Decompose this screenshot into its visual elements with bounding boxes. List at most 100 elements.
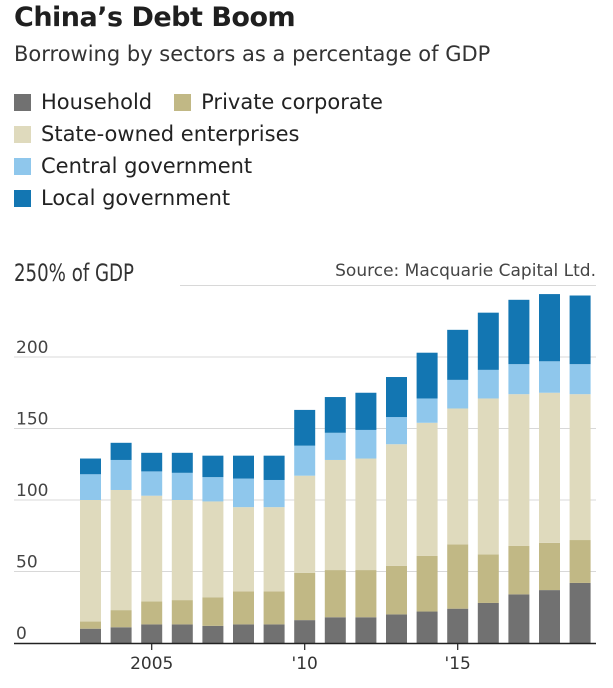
bar-segment-private-corporate-2009 xyxy=(263,591,285,625)
bar-segment-household-2014 xyxy=(416,611,438,643)
bar-segment-central-government-2008 xyxy=(233,478,254,508)
legend-label-private-corporate: Private corporate xyxy=(201,90,383,114)
bar-segment-central-government-2015 xyxy=(447,379,469,409)
bar-segment-central-government-2007 xyxy=(202,477,224,502)
chart-title: China’s Debt Boom xyxy=(14,2,296,33)
bar-segment-household-2009 xyxy=(263,624,285,643)
bar-segment-state-owned-enterprises-2006 xyxy=(171,500,193,601)
bar-segment-private-corporate-2012 xyxy=(355,570,377,618)
bar-segment-state-owned-enterprises-2008 xyxy=(233,507,254,592)
bar-segment-private-corporate-2015 xyxy=(447,544,469,609)
bar-segment-central-government-2005 xyxy=(141,471,163,496)
bar-segment-local-government-2006 xyxy=(171,452,193,473)
bar-segment-central-government-2006 xyxy=(171,472,193,500)
y-tick-label: 150 xyxy=(16,410,48,430)
x-tick-label: '15 xyxy=(445,654,471,674)
bar-segment-local-government-2014 xyxy=(416,352,438,399)
y-axis-label: 250% of GDP xyxy=(14,259,134,287)
bar-segment-private-corporate-2003 xyxy=(80,621,101,629)
bar-segment-central-government-2004 xyxy=(110,459,132,490)
bar-segment-local-government-2010 xyxy=(294,409,316,446)
bar-segment-central-government-2003 xyxy=(80,474,101,500)
bars xyxy=(80,294,591,643)
stacked-bar-chart: 250% of GDP Source: Macquarie Capital Lt… xyxy=(14,259,596,674)
bar-segment-central-government-2013 xyxy=(386,417,407,445)
bar-segment-household-2019 xyxy=(569,582,591,643)
bar-segment-state-owned-enterprises-2014 xyxy=(416,422,438,556)
bar-segment-household-2008 xyxy=(233,624,254,643)
bar-segment-household-2018 xyxy=(539,590,560,643)
bar-segment-private-corporate-2006 xyxy=(171,600,193,625)
legend-item-state-owned-enterprises: State-owned enterprises xyxy=(14,122,299,146)
bar-segment-state-owned-enterprises-2007 xyxy=(202,501,224,598)
bar-segment-private-corporate-2013 xyxy=(386,565,407,615)
legend-swatch-private-corporate xyxy=(174,93,192,111)
bar-segment-private-corporate-2016 xyxy=(477,554,499,603)
bar-segment-private-corporate-2010 xyxy=(294,572,316,621)
bar-segment-local-government-2016 xyxy=(477,312,499,370)
legend-swatch-central-government xyxy=(14,157,31,175)
bar-segment-state-owned-enterprises-2015 xyxy=(447,408,469,545)
bar-segment-household-2011 xyxy=(324,617,346,643)
legend-item-private-corporate: Private corporate xyxy=(174,90,383,114)
bar-segment-central-government-2017 xyxy=(508,364,530,395)
bar-segment-household-2004 xyxy=(110,627,132,643)
bar-segment-household-2016 xyxy=(477,602,499,643)
bar-segment-central-government-2016 xyxy=(477,369,499,399)
x-tick-label: '10 xyxy=(292,654,318,674)
bar-segment-local-government-2017 xyxy=(508,299,530,365)
legend-label-local-government: Local government xyxy=(41,186,231,210)
bar-segment-central-government-2012 xyxy=(355,429,377,459)
bar-segment-private-corporate-2017 xyxy=(508,545,530,595)
bar-segment-state-owned-enterprises-2012 xyxy=(355,458,377,571)
legend-swatch-local-government xyxy=(14,189,31,207)
bar-segment-private-corporate-2008 xyxy=(233,591,254,625)
y-tick-label: 0 xyxy=(16,624,27,644)
bar-segment-state-owned-enterprises-2018 xyxy=(539,392,560,543)
bar-segment-local-government-2003 xyxy=(80,458,101,475)
bar-segment-local-government-2011 xyxy=(324,397,346,433)
y-tick-label: 100 xyxy=(16,481,48,501)
bar-segment-household-2017 xyxy=(508,594,530,643)
chart-subtitle: Borrowing by sectors as a percentage of … xyxy=(14,42,491,66)
bar-segment-private-corporate-2019 xyxy=(569,540,591,583)
source-note: Source: Macquarie Capital Ltd. xyxy=(335,261,596,281)
bar-segment-central-government-2011 xyxy=(324,432,346,460)
bar-segment-central-government-2019 xyxy=(569,364,591,395)
bar-segment-household-2013 xyxy=(386,614,407,643)
legend-swatch-state-owned-enterprises xyxy=(14,125,31,143)
legend-label-state-owned-enterprises: State-owned enterprises xyxy=(41,122,300,146)
y-tick-label: 200 xyxy=(16,338,48,358)
bar-segment-local-government-2004 xyxy=(110,442,132,460)
bar-segment-household-2005 xyxy=(141,624,163,643)
bar-segment-household-2015 xyxy=(447,608,469,643)
bar-segment-state-owned-enterprises-2003 xyxy=(80,500,101,622)
bar-segment-central-government-2010 xyxy=(294,445,316,476)
legend-swatch-household xyxy=(14,93,31,111)
bar-segment-household-2006 xyxy=(171,624,193,643)
bar-segment-central-government-2014 xyxy=(416,398,438,423)
bar-segment-private-corporate-2005 xyxy=(141,601,163,625)
bar-segment-local-government-2013 xyxy=(386,377,407,418)
bar-segment-private-corporate-2011 xyxy=(324,570,346,618)
bar-segment-local-government-2015 xyxy=(447,329,469,380)
legend-label-household: Household xyxy=(41,90,153,114)
bar-segment-central-government-2018 xyxy=(539,361,560,393)
y-tick-label: 50 xyxy=(16,553,38,573)
legend-label-central-government: Central government xyxy=(41,154,253,178)
bar-segment-household-2003 xyxy=(80,628,101,643)
legend-item-household: Household xyxy=(14,90,152,114)
bar-segment-state-owned-enterprises-2004 xyxy=(110,489,132,611)
bar-segment-state-owned-enterprises-2011 xyxy=(324,459,346,571)
bar-segment-local-government-2007 xyxy=(202,455,224,478)
bar-segment-state-owned-enterprises-2013 xyxy=(386,444,407,566)
x-tick-label: 2005 xyxy=(130,654,173,674)
bar-segment-state-owned-enterprises-2016 xyxy=(477,398,499,555)
bar-segment-local-government-2008 xyxy=(233,455,254,479)
bar-segment-state-owned-enterprises-2010 xyxy=(294,475,316,573)
bar-segment-private-corporate-2007 xyxy=(202,597,224,626)
bar-segment-local-government-2012 xyxy=(355,392,377,430)
bar-segment-local-government-2005 xyxy=(141,452,163,472)
bar-segment-local-government-2018 xyxy=(539,294,560,362)
axes: 250% of GDP Source: Macquarie Capital Lt… xyxy=(14,259,596,674)
